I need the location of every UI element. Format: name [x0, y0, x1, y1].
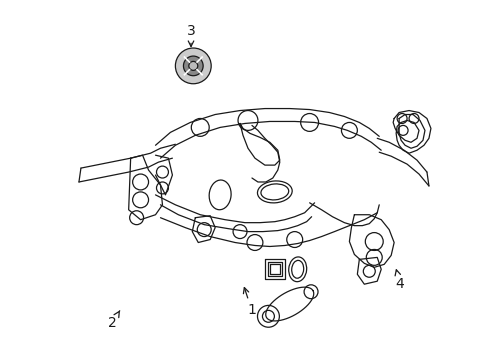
Text: 3: 3	[186, 24, 195, 46]
Text: 4: 4	[394, 270, 404, 291]
Circle shape	[188, 62, 197, 70]
Circle shape	[175, 48, 211, 84]
Text: 1: 1	[243, 288, 256, 318]
Circle shape	[183, 56, 203, 76]
Text: 2: 2	[108, 311, 120, 330]
